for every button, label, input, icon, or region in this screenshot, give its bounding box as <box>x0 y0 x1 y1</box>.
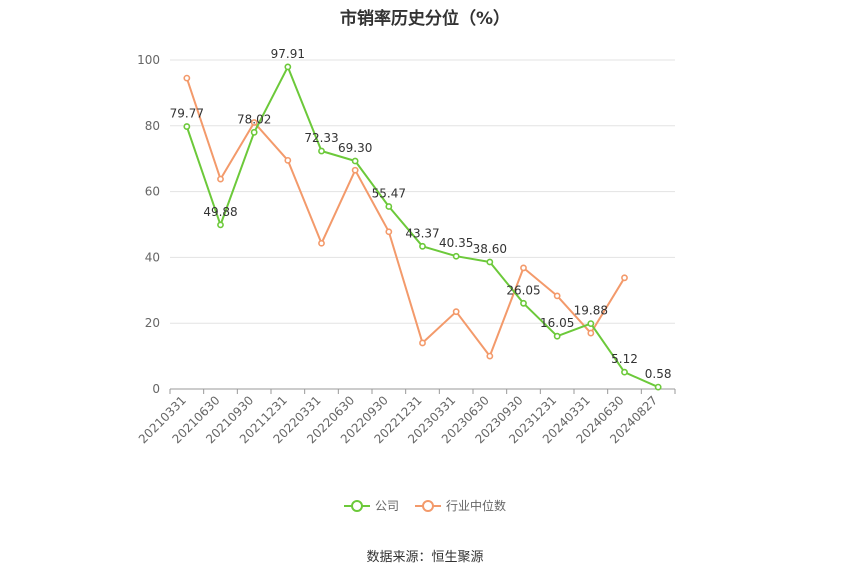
data-label: 16.05 <box>540 316 574 330</box>
data-point <box>452 308 460 316</box>
data-point <box>419 339 426 347</box>
series-layer <box>183 63 662 391</box>
data-point <box>553 292 561 300</box>
data-point <box>183 123 191 130</box>
data-label: 19.88 <box>574 304 608 318</box>
data-point <box>621 368 628 376</box>
data-point <box>553 332 561 340</box>
grid-lines <box>170 59 675 324</box>
y-tick-label: 60 <box>145 185 160 199</box>
y-tick-label: 20 <box>145 316 160 330</box>
data-label: 0.58 <box>645 367 672 381</box>
data-point <box>587 320 595 327</box>
data-point <box>621 274 628 282</box>
data-label: 97.91 <box>271 47 305 61</box>
data-label: 38.60 <box>473 242 507 256</box>
data-point <box>486 352 494 360</box>
data-point <box>654 383 662 391</box>
data-point <box>318 239 325 247</box>
legend-label: 公司 <box>374 499 399 513</box>
legend-swatch-icon <box>415 499 441 513</box>
data-point <box>520 264 527 272</box>
data-label: 40.35 <box>439 236 473 250</box>
data-point <box>385 228 393 236</box>
data-label: 79.77 <box>170 107 204 121</box>
data-point <box>486 258 494 266</box>
data-point <box>183 74 191 82</box>
data-point <box>351 157 359 165</box>
y-tick-label: 100 <box>137 53 160 67</box>
data-point <box>452 252 460 260</box>
data-point <box>284 156 292 164</box>
legend-item-industry-median[interactable]: 行业中位数 <box>415 497 506 514</box>
chart-title: 市销率历史分位（%） <box>339 9 511 29</box>
data-point <box>520 299 527 307</box>
data-point <box>318 147 325 155</box>
data-label: 55.47 <box>372 187 406 201</box>
data-point <box>351 166 359 174</box>
data-point <box>284 63 292 71</box>
y-tick-label: 40 <box>145 250 160 264</box>
data-label: 69.30 <box>338 141 372 155</box>
legend-label: 行业中位数 <box>446 499 507 513</box>
data-label: 78.02 <box>237 112 271 126</box>
data-label: 5.12 <box>611 352 638 366</box>
data-label: 43.37 <box>405 226 439 240</box>
data-point <box>217 175 224 183</box>
series-line-industry-median <box>185 77 626 358</box>
legend: 公司 行业中位数 <box>0 497 850 516</box>
data-label: 72.33 <box>304 131 338 145</box>
y-tick-label: 80 <box>145 119 160 133</box>
data-label: 26.05 <box>506 283 540 297</box>
data-point <box>250 119 258 126</box>
data-point <box>419 242 426 250</box>
data-point <box>217 221 224 229</box>
data-label: 49.88 <box>203 205 237 219</box>
data-point <box>250 128 258 136</box>
legend-swatch-icon <box>343 499 370 513</box>
source-note: 数据来源：恒生聚源 <box>366 550 484 565</box>
legend-item-company[interactable]: 公司 <box>343 497 399 514</box>
data-point <box>587 329 595 337</box>
data-point <box>385 203 393 210</box>
y-tick-label: 0 <box>152 382 160 396</box>
axes: 0204060801002021033120210630202109302021… <box>136 53 676 446</box>
